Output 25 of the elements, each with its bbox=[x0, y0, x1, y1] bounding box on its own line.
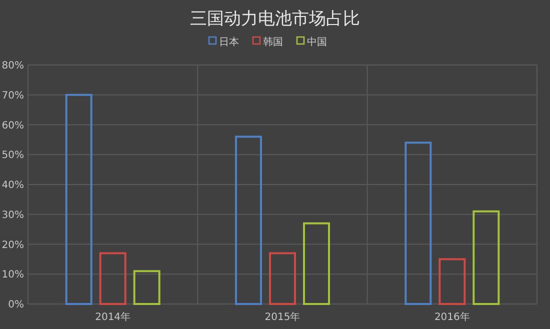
y-tick-label: 80% bbox=[2, 60, 24, 72]
y-tick-label: 0% bbox=[8, 300, 24, 310]
legend-label: 韩国 bbox=[263, 36, 283, 48]
y-tick-label: 50% bbox=[2, 150, 24, 162]
x-tick-label: 2015年 bbox=[264, 311, 300, 323]
bar bbox=[303, 222, 330, 305]
y-tick-label: 40% bbox=[2, 180, 24, 191]
x-tick-label: 2014年 bbox=[95, 311, 131, 323]
bar bbox=[133, 270, 160, 305]
y-tick-label: 10% bbox=[2, 270, 24, 281]
legend-label: 日本 bbox=[219, 36, 239, 48]
y-tick-label: 30% bbox=[2, 210, 24, 221]
bar bbox=[235, 136, 262, 305]
bar bbox=[99, 252, 126, 305]
chart-title: 三国动力电池市场占比 bbox=[190, 9, 360, 29]
x-tick-label: 2016年 bbox=[434, 311, 470, 323]
bar bbox=[438, 258, 466, 305]
y-tick-label: 20% bbox=[2, 240, 24, 251]
y-tick-label: 70% bbox=[2, 90, 24, 102]
bar bbox=[65, 94, 92, 305]
bar bbox=[404, 142, 432, 305]
bar bbox=[269, 252, 296, 305]
bar bbox=[472, 210, 500, 305]
y-tick-label: 60% bbox=[2, 120, 24, 132]
legend-label: 中国 bbox=[307, 36, 327, 48]
